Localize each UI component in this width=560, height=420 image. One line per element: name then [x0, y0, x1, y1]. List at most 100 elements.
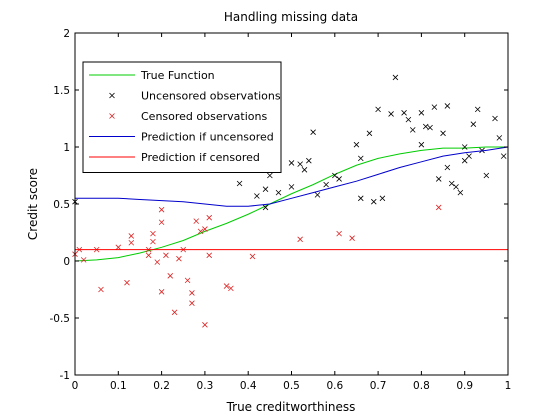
censored-observations-point	[206, 214, 213, 221]
censored-observations-point	[223, 283, 230, 289]
censored-observations-point	[202, 322, 208, 328]
censored-observations-point	[145, 252, 152, 259]
uncensored-observations-point	[288, 160, 295, 166]
uncensored-observations-point	[453, 184, 459, 190]
chart-title: Handling missing data	[224, 10, 358, 24]
uncensored-observations-point	[388, 111, 394, 117]
uncensored-observations-points	[72, 74, 507, 211]
censored-observations-point	[189, 290, 195, 296]
uncensored-observations-point	[366, 130, 373, 137]
x-tick-label: 0.7	[370, 380, 387, 392]
x-tick-label: 0.4	[240, 380, 257, 392]
uncensored-observations-point	[409, 127, 416, 133]
censored-observations-point	[128, 239, 135, 246]
x-tick-label: 0.8	[413, 380, 430, 392]
censored-observations-point	[193, 218, 200, 224]
x-tick-label: 0.1	[110, 380, 127, 392]
uncensored-observations-point	[379, 195, 386, 202]
uncensored-observations-point	[427, 124, 433, 131]
uncensored-observations-point	[466, 153, 472, 159]
y-tick-label: 1	[63, 142, 70, 154]
uncensored-observations-point	[461, 144, 468, 150]
uncensored-observations-point	[405, 116, 412, 123]
censored-observations-point	[184, 277, 191, 284]
uncensored-observations-point	[392, 74, 399, 81]
censored-observations-point	[297, 236, 303, 243]
censored-observations-point	[150, 230, 156, 237]
censored-observations-point	[124, 279, 130, 286]
uncensored-observations-point	[448, 180, 455, 187]
uncensored-observations-point	[496, 135, 503, 141]
legend-label-true-function: True Function	[140, 69, 215, 82]
uncensored-observations-point	[401, 110, 407, 116]
uncensored-observations-point	[418, 110, 425, 116]
uncensored-observations-point	[236, 180, 243, 187]
y-tick-label: 0	[63, 256, 70, 268]
uncensored-observations-point	[440, 130, 446, 137]
uncensored-observations-point	[375, 106, 381, 113]
censored-observations-point	[176, 255, 182, 262]
legend-label-prediction-if-uncensored: Prediction if uncensored	[141, 131, 274, 144]
legend: True Function Uncensored observations Cens…	[82, 61, 282, 173]
censored-observations-point	[115, 244, 122, 251]
uncensored-observations-point	[457, 189, 464, 196]
x-axis-label: True creditworthiness	[226, 400, 356, 414]
censored-observations-point	[98, 286, 104, 293]
uncensored-observations-point	[483, 172, 490, 179]
censored-observations-point	[154, 259, 161, 265]
uncensored-observations-point	[500, 153, 507, 159]
censored-observations-point	[197, 228, 204, 235]
censored-observations-point	[167, 273, 174, 279]
uncensored-observations-point	[444, 103, 451, 109]
legend-label-uncensored-observations: Uncensored observations	[141, 90, 281, 103]
uncensored-observations-point	[461, 157, 468, 164]
x-tick-label: 0.3	[197, 380, 214, 392]
censored-observations-point	[336, 230, 342, 237]
x-tick-label: 0.6	[326, 380, 343, 392]
x-tick-label: 0.9	[456, 380, 473, 392]
uncensored-observations-point	[357, 195, 364, 202]
censored-observations-point	[80, 257, 87, 263]
uncensored-observations-point	[254, 193, 260, 199]
uncensored-observations-point	[306, 157, 312, 164]
censored-observations-points	[72, 204, 442, 328]
uncensored-observations-point	[474, 106, 481, 113]
uncensored-observations-point	[297, 161, 303, 167]
censored-observations-point	[228, 285, 234, 292]
legend-label-censored-observations: Censored observations	[141, 110, 267, 123]
legend-box	[82, 61, 282, 173]
censored-observations-point	[158, 288, 165, 295]
uncensored-observations-point	[288, 184, 295, 190]
uncensored-observations-point	[310, 129, 316, 135]
uncensored-observations-point	[470, 121, 477, 127]
axes: 0 0.1 0.2 0.3 0.4 0.5 0.6 0.7 0.8 0.9 1 -1 -0.5 0 0.5 1…	[50, 28, 512, 392]
uncensored-observations-point	[323, 181, 329, 188]
uncensored-observations-point	[301, 167, 308, 173]
y-tick-label: -1	[60, 370, 70, 382]
uncensored-observations-point	[357, 155, 364, 162]
uncensored-observations-point	[314, 192, 321, 198]
censored-observations-point	[249, 253, 256, 260]
legend-swatch-uncensored-observations	[109, 92, 115, 99]
uncensored-observations-point	[336, 176, 342, 182]
censored-observations-point	[206, 252, 213, 259]
uncensored-observations-point	[332, 172, 338, 179]
uncensored-observations-point	[267, 172, 273, 179]
x-tick-label: 1	[505, 380, 512, 392]
uncensored-observations-point	[262, 204, 269, 211]
prediction-if-uncensored-line	[75, 146, 509, 207]
x-tick-label: 0	[72, 380, 79, 392]
censored-observations-point	[158, 219, 165, 226]
uncensored-observations-point	[262, 186, 269, 192]
uncensored-observations-point	[444, 164, 451, 171]
censored-observations-point	[158, 206, 165, 213]
legend-label-prediction-if-censored: Prediction if censored	[141, 151, 260, 164]
uncensored-observations-point	[370, 198, 377, 205]
uncensored-observations-point	[422, 123, 429, 130]
censored-observations-point	[202, 226, 208, 232]
censored-observations-point	[163, 252, 169, 259]
y-axis-label: Credit score	[26, 168, 40, 240]
y-tick-label: 2	[63, 28, 70, 40]
legend-swatch-censored-observations	[109, 113, 115, 119]
